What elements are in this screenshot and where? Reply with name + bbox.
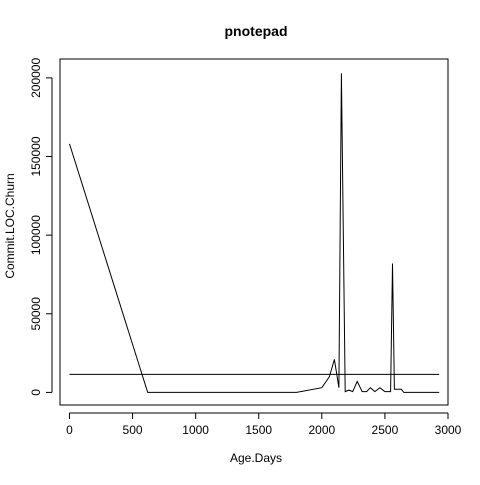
y-axis-label: Commit.LOC.Churn	[3, 173, 17, 278]
y-tick-label: 200000	[29, 58, 43, 98]
x-tick-label: 500	[123, 423, 143, 437]
x-tick-label: 2000	[308, 423, 335, 437]
x-tick-label: 0	[66, 423, 73, 437]
x-tick-label: 1000	[182, 423, 209, 437]
x-tick-label: 3000	[435, 423, 462, 437]
x-tick-label: 2500	[372, 423, 399, 437]
y-tick-label: 50000	[29, 297, 43, 331]
y-tick-label: 0	[29, 389, 43, 396]
plot-frame	[60, 59, 448, 405]
plot-area: 0 500 1000 1500 2000 2500 3000 0 50000 100000 1500…	[29, 58, 462, 437]
x-axis-label: Age.Days	[230, 451, 282, 465]
x-tick-label: 1500	[245, 423, 272, 437]
y-tick-label: 150000	[29, 136, 43, 176]
series-line	[70, 73, 440, 392]
y-tick-label: 100000	[29, 215, 43, 255]
chart-title: pnotepad	[225, 23, 288, 39]
